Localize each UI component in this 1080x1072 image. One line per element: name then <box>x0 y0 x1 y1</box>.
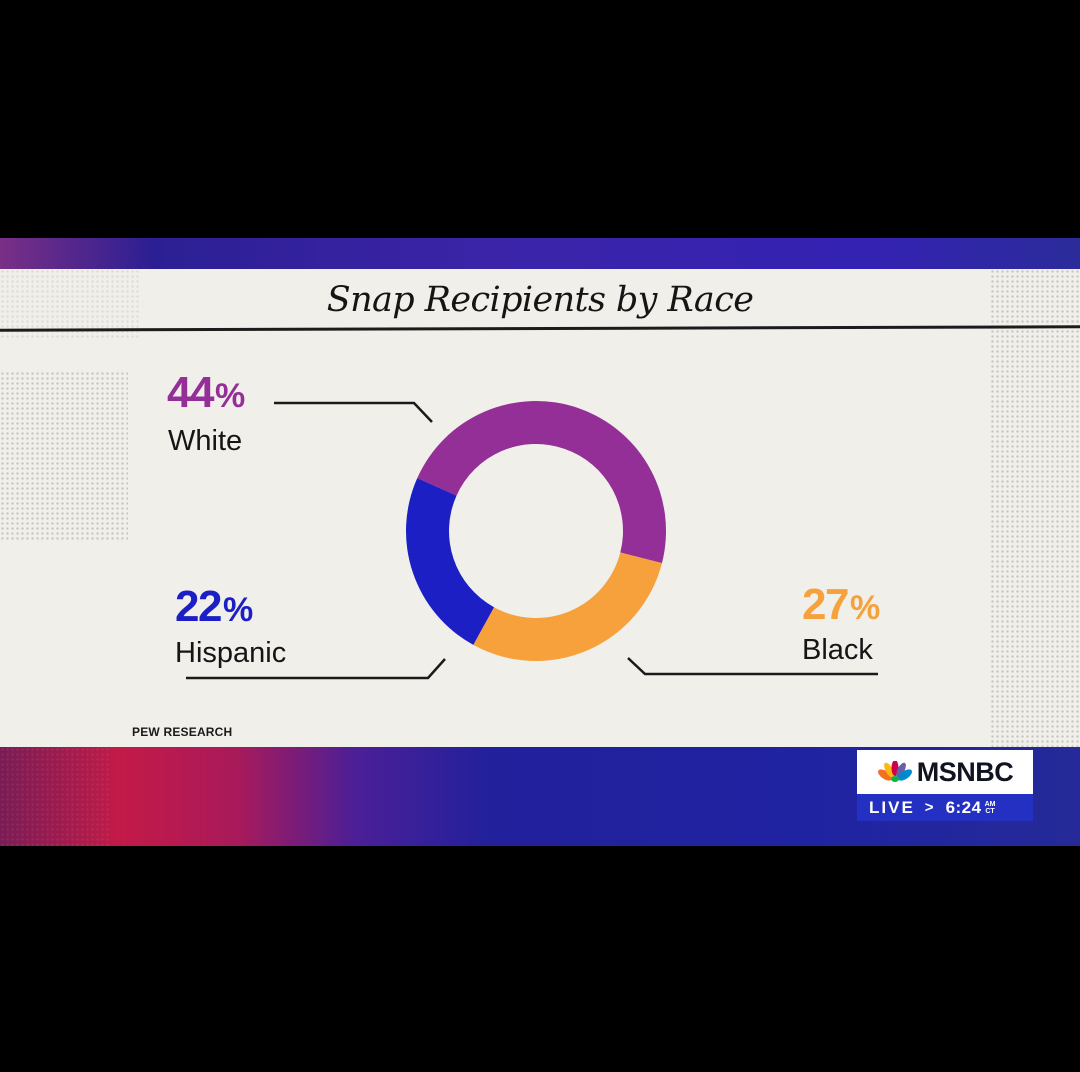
percent-sign: % <box>222 591 254 629</box>
leader-line-white <box>274 401 433 423</box>
percent-sign: % <box>214 377 246 415</box>
top-color-band <box>0 238 1080 269</box>
value-text: 44 <box>167 368 214 417</box>
chevron-right-icon: > <box>924 799 934 816</box>
data-label-white-name: White <box>168 425 243 457</box>
leader-line-black <box>627 657 878 676</box>
donut-chart <box>186 401 878 680</box>
timezone-label: CT <box>985 807 995 815</box>
chart-panel <box>0 269 1080 747</box>
halftone-texture <box>0 371 128 541</box>
time-meridiem: AM CT <box>985 801 996 815</box>
value-text: 22 <box>175 582 222 631</box>
donut-slice-hispanic <box>406 478 495 645</box>
halftone-texture <box>0 747 110 846</box>
meridiem-label: AM <box>984 800 996 808</box>
live-label: LIVE <box>869 797 915 817</box>
data-label-hispanic-value: 22% <box>175 585 253 629</box>
value-text: 27 <box>802 580 849 629</box>
data-label-black-value: 27% <box>802 583 880 627</box>
leader-lines <box>186 401 878 680</box>
donut-slice-white <box>417 401 666 564</box>
percent-sign: % <box>849 589 881 627</box>
leader-line-hispanic <box>186 658 446 680</box>
donut-slice-black <box>473 552 662 661</box>
broadcast-frame: Snap Recipients by Race 44% White 22% Hi… <box>0 238 1080 846</box>
data-label-black-name: Black <box>802 634 873 666</box>
broadcast-time: 6:24 <box>945 797 982 817</box>
halftone-texture <box>990 269 1080 747</box>
network-logo: MSNBC <box>857 750 1033 794</box>
data-label-hispanic-name: Hispanic <box>175 637 287 669</box>
data-label-white-value: 44% <box>167 371 245 415</box>
network-name: MSNBC <box>916 756 1014 787</box>
live-status-bar: LIVE > 6:24 AM CT <box>857 794 1033 821</box>
source-credit: PEW RESEARCH <box>132 725 233 739</box>
chart-title: Snap Recipients by Race <box>326 280 754 320</box>
peacock-icon <box>877 761 912 782</box>
